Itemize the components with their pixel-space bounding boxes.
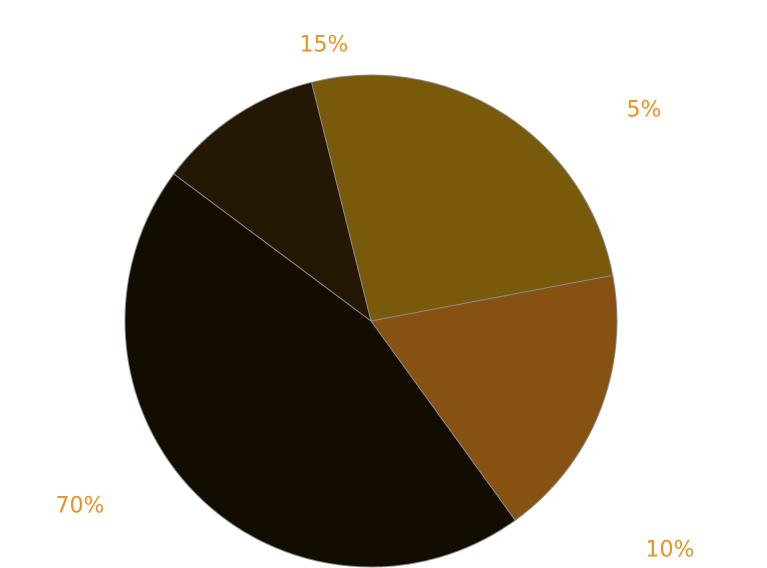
data-label-4: 15% bbox=[300, 33, 349, 58]
pie-slice-2 bbox=[370, 274, 618, 521]
data-label-1: 5% bbox=[627, 98, 662, 123]
pie-slice-3 bbox=[124, 173, 516, 568]
pie-slice-4 bbox=[173, 81, 372, 323]
pie-slices bbox=[124, 74, 618, 568]
data-label-2: 10% bbox=[646, 538, 695, 563]
pie-slice-1 bbox=[310, 74, 614, 322]
pie-data-labels: 5% 10% 70% 15% bbox=[56, 33, 695, 563]
data-label-3: 70% bbox=[56, 494, 105, 519]
